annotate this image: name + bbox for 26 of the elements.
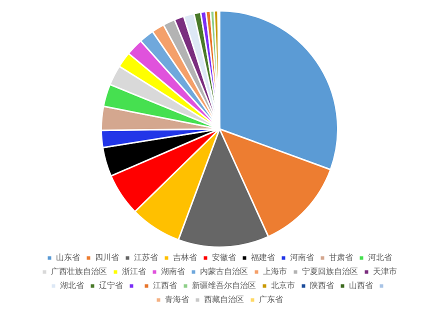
legend-label: 湖北省	[60, 281, 84, 290]
legend-label: 安徽省	[212, 253, 236, 262]
legend-label: 湖南省	[161, 267, 185, 276]
legend-label: 福建省	[251, 253, 275, 262]
legend-label: 西藏自治区	[204, 295, 244, 304]
legend-label: 浙江省	[122, 267, 146, 276]
legend-label: 天津市	[373, 267, 397, 276]
legend-label: 宁夏回族自治区	[302, 267, 358, 276]
legend-label: 新疆维吾尔自治区	[192, 281, 256, 290]
legend-label: 山东省	[56, 253, 80, 262]
legend-label: 四川省	[95, 253, 119, 262]
legend-label: 内蒙古自治区	[200, 267, 248, 276]
legend-label: 青海省	[165, 295, 189, 304]
legend-label: 辽宁省	[99, 281, 123, 290]
legend-label: 江苏省	[134, 253, 158, 262]
legend-label: 河北省	[368, 253, 392, 262]
legend-label: 山西省	[349, 281, 373, 290]
legend-label: 江西省	[153, 281, 177, 290]
legend-label: 陕西省	[310, 281, 334, 290]
legend-label: 吉林省	[173, 253, 197, 262]
legend-label: 甘肃省	[329, 253, 353, 262]
legend-label: 上海市	[263, 267, 287, 276]
legend-label: 河南省	[290, 253, 314, 262]
legend-label: 广东省	[259, 295, 283, 304]
legend-label: 广西壮族自治区	[51, 267, 107, 276]
legend-label: 北京市	[271, 281, 295, 290]
